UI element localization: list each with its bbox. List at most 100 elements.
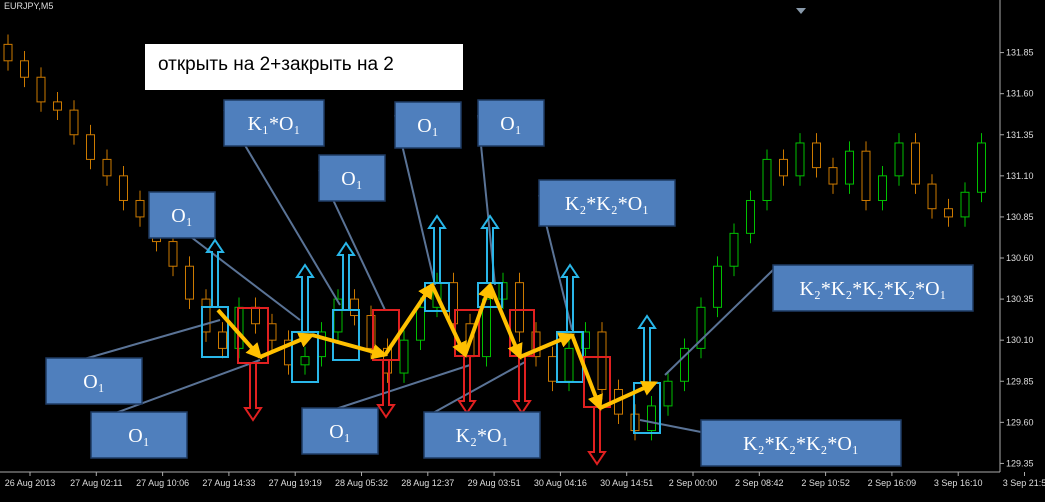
down-arrow bbox=[243, 363, 263, 422]
candle-body bbox=[878, 175, 887, 201]
up-arrow bbox=[560, 263, 580, 332]
annotation-text: K₁*O₁ bbox=[248, 113, 301, 135]
candle-body bbox=[3, 43, 13, 62]
up-arrow bbox=[637, 314, 657, 383]
note-text: открыть на 2+закрыть на 2 bbox=[158, 54, 394, 75]
annotation-text: O₁ bbox=[417, 115, 438, 137]
annotation-text: O₁ bbox=[329, 421, 350, 443]
candle-body bbox=[548, 356, 557, 382]
x-tick-label: 2 Sep 08:42 bbox=[735, 478, 784, 488]
candle-body bbox=[812, 142, 821, 169]
candle-body bbox=[861, 150, 871, 201]
path-arrow bbox=[259, 332, 315, 359]
candle-body bbox=[680, 347, 689, 382]
annotation-text: K₂*K₂*K₂*O₁ bbox=[743, 433, 859, 455]
candle-body bbox=[416, 306, 425, 341]
candle-body bbox=[20, 60, 29, 78]
up-arrow bbox=[427, 214, 447, 283]
x-tick-label: 30 Aug 14:51 bbox=[600, 478, 653, 488]
y-tick-label: 131.60 bbox=[1006, 89, 1034, 99]
symbol-label: EURJPY,M5 bbox=[4, 1, 53, 11]
candle-body bbox=[350, 298, 359, 317]
candle-body bbox=[201, 298, 211, 333]
candle-body bbox=[828, 167, 838, 185]
x-tick-label: 29 Aug 03:51 bbox=[468, 478, 521, 488]
x-tick-label: 26 Aug 2013 bbox=[5, 478, 56, 488]
x-tick-label: 2 Sep 00:00 bbox=[669, 478, 718, 488]
candle-body bbox=[53, 101, 62, 111]
candle-body bbox=[977, 142, 986, 193]
annotation-box bbox=[223, 99, 325, 147]
note-box bbox=[145, 44, 463, 90]
y-tick-label: 129.35 bbox=[1006, 458, 1034, 468]
annotation-box bbox=[148, 191, 216, 239]
path-arrow bbox=[488, 284, 523, 360]
x-tick-label: 2 Sep 10:52 bbox=[801, 478, 850, 488]
candle-body bbox=[696, 306, 706, 349]
annotation-box bbox=[477, 99, 545, 147]
candle-body bbox=[911, 142, 920, 185]
y-tick-label: 129.85 bbox=[1006, 376, 1034, 386]
candle-body bbox=[449, 282, 458, 325]
down-arrow bbox=[376, 360, 396, 419]
x-tick-label: 2 Sep 16:09 bbox=[868, 478, 917, 488]
annotation-text: O₁ bbox=[341, 168, 362, 190]
up-arrow bbox=[336, 241, 356, 310]
buy-box bbox=[332, 309, 360, 361]
candle-body bbox=[960, 191, 970, 218]
path-arrow bbox=[430, 284, 467, 358]
candle-body bbox=[333, 298, 343, 333]
candle-body bbox=[399, 339, 409, 374]
y-tick-label: 131.85 bbox=[1006, 48, 1034, 58]
candle-body bbox=[713, 265, 722, 308]
up-arrow bbox=[480, 214, 500, 283]
annotation-text: O₁ bbox=[500, 113, 521, 135]
candle-body bbox=[845, 150, 854, 185]
path-arrow bbox=[383, 282, 434, 357]
candle-body bbox=[647, 405, 656, 432]
x-tick-label: 3 Sep 21:5 bbox=[1003, 478, 1045, 488]
path-arrow bbox=[519, 332, 575, 359]
leader-line bbox=[639, 419, 702, 433]
annotation-text: K₂*K₂*K₂*K₂*O₁ bbox=[799, 278, 946, 300]
candle-body bbox=[762, 158, 772, 201]
up-arrow bbox=[295, 263, 315, 332]
annotation-box bbox=[318, 154, 386, 202]
annotation-box bbox=[700, 419, 902, 467]
candle-body bbox=[663, 380, 673, 407]
candle-body bbox=[168, 241, 178, 267]
candle-body bbox=[729, 232, 739, 267]
candle-body bbox=[795, 142, 805, 177]
x-tick-label: 27 Aug 10:06 bbox=[136, 478, 189, 488]
y-tick-label: 131.10 bbox=[1006, 171, 1034, 181]
x-tick-label: 28 Aug 05:32 bbox=[335, 478, 388, 488]
leader-line bbox=[423, 361, 526, 419]
y-tick-label: 130.85 bbox=[1006, 212, 1034, 222]
candle-body bbox=[515, 282, 524, 333]
annotation-text: K₂*O₁ bbox=[456, 425, 509, 447]
x-tick-label: 27 Aug 02:11 bbox=[70, 478, 122, 488]
y-tick-label: 131.35 bbox=[1006, 130, 1034, 140]
y-tick-label: 130.35 bbox=[1006, 294, 1034, 304]
annotation-box bbox=[538, 179, 676, 227]
candle-body bbox=[944, 208, 953, 218]
annotation-text: O₁ bbox=[128, 425, 149, 447]
candle-body bbox=[894, 142, 904, 177]
candle-body bbox=[135, 199, 145, 218]
shift-marker bbox=[796, 8, 806, 14]
annotation-box bbox=[423, 411, 541, 459]
candles bbox=[3, 34, 986, 441]
sell-box bbox=[237, 307, 269, 364]
candle-body bbox=[86, 134, 95, 160]
candle-body bbox=[531, 331, 541, 358]
candle-body bbox=[102, 158, 112, 177]
x-tick-label: 27 Aug 19:19 bbox=[269, 478, 322, 488]
annotation-box bbox=[45, 357, 143, 405]
path-arrow bbox=[570, 334, 603, 411]
candle-body bbox=[300, 356, 310, 366]
x-tick-label: 3 Sep 16:10 bbox=[934, 478, 983, 488]
leader-line bbox=[664, 269, 774, 376]
candle-body bbox=[581, 331, 590, 349]
